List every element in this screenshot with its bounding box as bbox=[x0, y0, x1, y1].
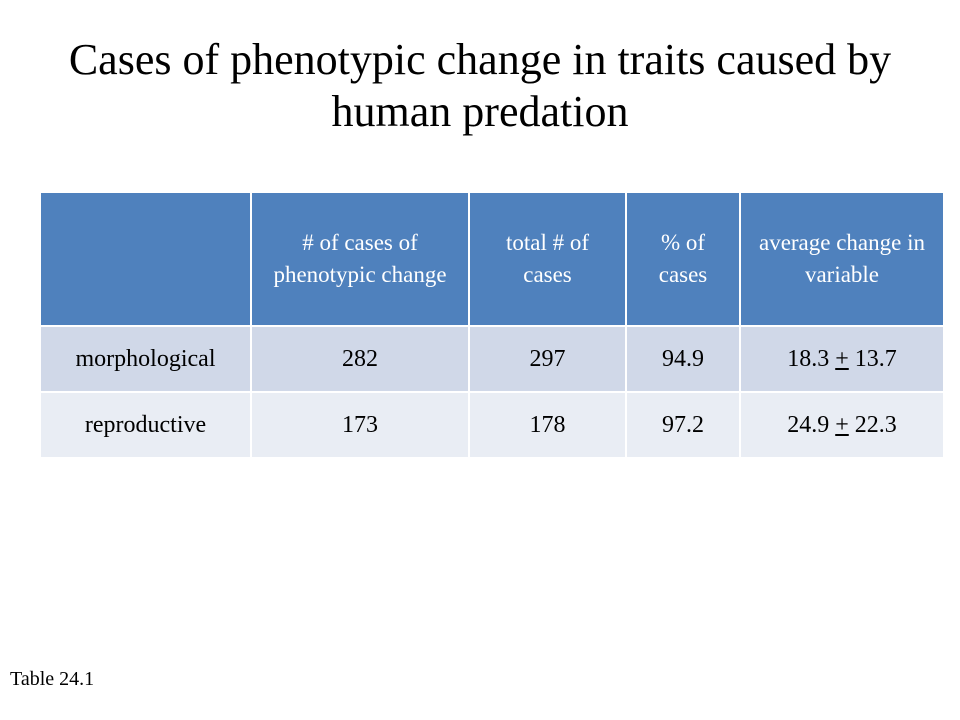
cases-changed-cell: 282 bbox=[250, 325, 469, 392]
header-average-change: average change in variable bbox=[739, 193, 943, 326]
percent-cell: 94.9 bbox=[625, 325, 740, 392]
row-label: morphological bbox=[41, 325, 251, 392]
cases-changed-cell: 173 bbox=[250, 391, 469, 457]
total-cases-cell: 178 bbox=[468, 391, 626, 457]
total-cases-cell: 297 bbox=[468, 325, 626, 392]
header-percent-cases: % of cases bbox=[625, 193, 740, 326]
average-change-mean: 24.9 bbox=[787, 411, 830, 438]
average-change-cell: 24.9 + 22.3 bbox=[739, 391, 943, 457]
average-change-sd: 22.3 bbox=[854, 411, 897, 438]
plus-minus-symbol: + bbox=[835, 345, 849, 372]
row-label: reproductive bbox=[41, 391, 251, 457]
plus-minus-symbol: + bbox=[835, 411, 849, 438]
average-change-cell: 18.3 + 13.7 bbox=[739, 325, 943, 392]
header-total-cases: total # of cases bbox=[468, 193, 626, 326]
header-empty-cell bbox=[41, 193, 251, 326]
average-change-mean: 18.3 bbox=[787, 345, 830, 372]
table-caption: Table 24.1 bbox=[10, 668, 95, 690]
table-row: morphological 282 297 94.9 18.3 + 13.7 bbox=[41, 325, 943, 392]
slide-title: Cases of phenotypic change in traits cau… bbox=[68, 35, 892, 136]
table-header-row: # of cases of phenotypic change total # … bbox=[41, 193, 943, 326]
table-row: reproductive 173 178 97.2 24.9 + 22.3 bbox=[41, 391, 943, 457]
phenotypic-change-table: # of cases of phenotypic change total # … bbox=[41, 193, 943, 457]
header-cases-changed: # of cases of phenotypic change bbox=[250, 193, 469, 326]
percent-cell: 97.2 bbox=[625, 391, 740, 457]
average-change-sd: 13.7 bbox=[854, 345, 897, 372]
